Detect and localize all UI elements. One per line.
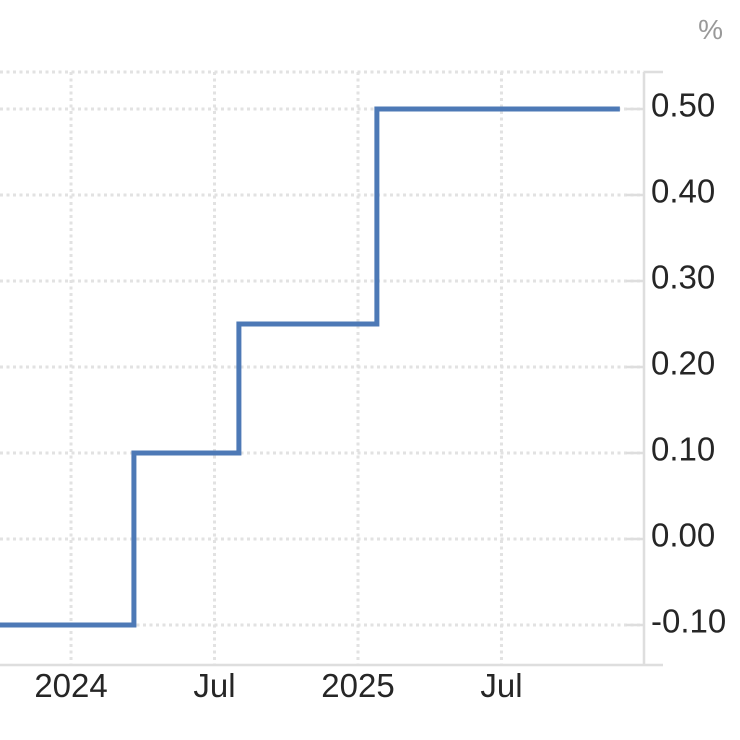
- x-tick-label: 2025: [321, 667, 394, 704]
- y-tick-label: -0.10: [651, 603, 726, 640]
- rate-series-line[interactable]: [0, 106, 620, 628]
- y-tick-label: 0.10: [651, 431, 715, 468]
- y-tick-label: 0.30: [651, 259, 715, 296]
- y-axis-unit-label: %: [698, 14, 723, 45]
- y-tick-label: 0.20: [651, 345, 715, 382]
- y-tick-label: 0.40: [651, 173, 715, 210]
- y-tick-label: 0.00: [651, 517, 715, 554]
- x-tick-label: Jul: [480, 667, 522, 704]
- x-tick-label: 2024: [34, 667, 107, 704]
- y-tick-label: 0.50: [651, 87, 715, 124]
- x-tick-label: Jul: [193, 667, 235, 704]
